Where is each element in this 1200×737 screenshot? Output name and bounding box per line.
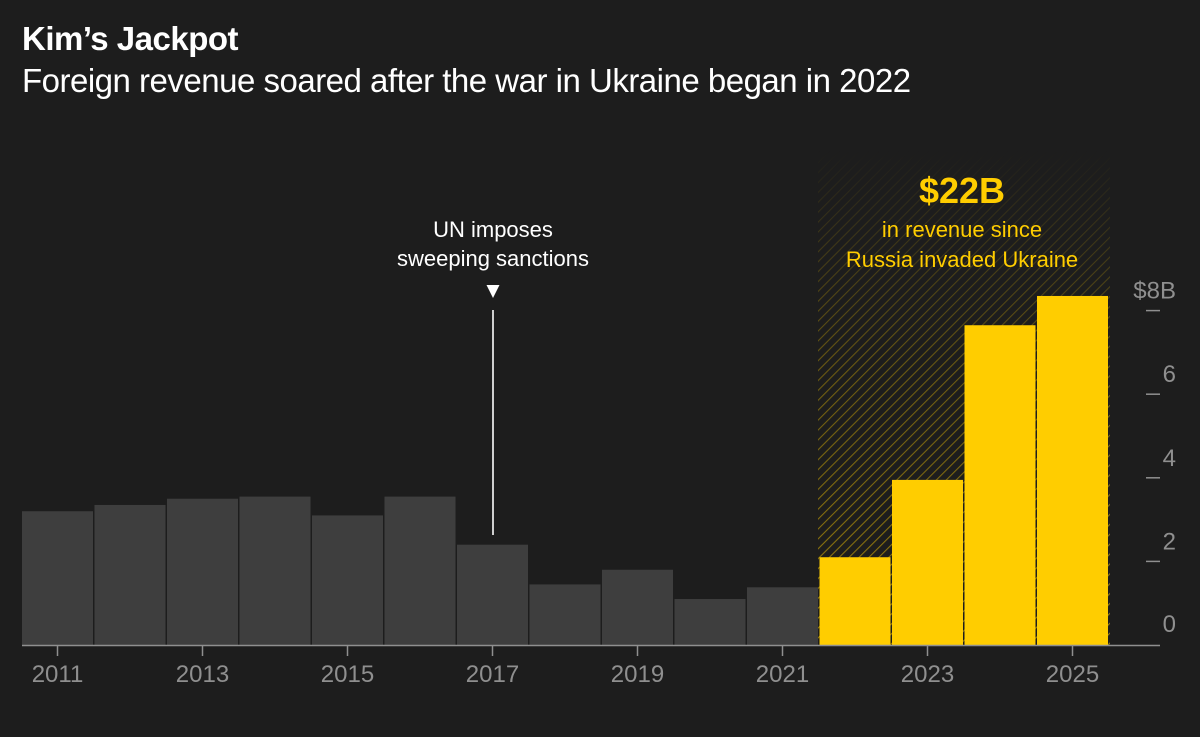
x-tick-label-2017: 2017 xyxy=(466,661,519,688)
bar-2023 xyxy=(892,479,963,645)
x-tick-label-2023: 2023 xyxy=(901,661,954,688)
bar-2021 xyxy=(747,587,818,645)
bar-2013 xyxy=(167,498,238,645)
y-tick-label-4: 4 xyxy=(1163,445,1176,472)
war-annotation: $22B in revenue since Russia invaded Ukr… xyxy=(846,170,1078,272)
sanctions-annotation: UN imposes sweeping sanctions xyxy=(397,217,589,535)
x-tick-label-2015: 2015 xyxy=(321,661,374,688)
bar-series xyxy=(22,295,1108,645)
war-annotation-line-1: in revenue since xyxy=(882,217,1042,242)
chart-subtitle: Foreign revenue soared after the war in … xyxy=(22,62,911,99)
x-tick-label-2019: 2019 xyxy=(611,661,664,688)
bar-2012 xyxy=(94,504,166,645)
war-annotation-headline: $22B xyxy=(919,170,1005,211)
y-tick-label-0: 0 xyxy=(1163,611,1176,638)
bar-2024 xyxy=(964,325,1036,645)
sanctions-annotation-line-2: sweeping sanctions xyxy=(397,246,589,271)
y-tick-label-6: 6 xyxy=(1163,361,1176,388)
x-tick-label-2025: 2025 xyxy=(1046,661,1099,688)
bar-2020 xyxy=(674,599,746,645)
x-tick-label-2011: 2011 xyxy=(32,661,84,688)
y-axis: 0 2 4 6 $8B xyxy=(1133,278,1176,638)
war-annotation-line-2: Russia invaded Ukraine xyxy=(846,247,1078,272)
bar-2017 xyxy=(457,544,528,645)
x-tick-label-2021: 2021 xyxy=(756,661,809,688)
y-tick-label-2: 2 xyxy=(1163,528,1176,555)
bar-2016 xyxy=(384,496,456,645)
bar-2015 xyxy=(312,515,383,645)
bar-2018 xyxy=(529,584,601,645)
x-axis: 2011 2013 2015 2017 2019 2021 2023 2025 xyxy=(32,645,1099,688)
bar-2011 xyxy=(22,511,93,645)
chart-title: Kim’s Jackpot xyxy=(22,20,239,57)
bar-2022 xyxy=(819,557,891,645)
x-tick-label-2013: 2013 xyxy=(176,661,229,688)
sanctions-annotation-line-1: UN imposes xyxy=(433,217,553,242)
y-tick-label-8: $8B xyxy=(1133,278,1176,305)
sanctions-arrow-icon xyxy=(486,285,500,298)
bar-2019 xyxy=(602,569,673,645)
bar-2014 xyxy=(239,496,311,645)
bar-2025 xyxy=(1037,295,1108,645)
